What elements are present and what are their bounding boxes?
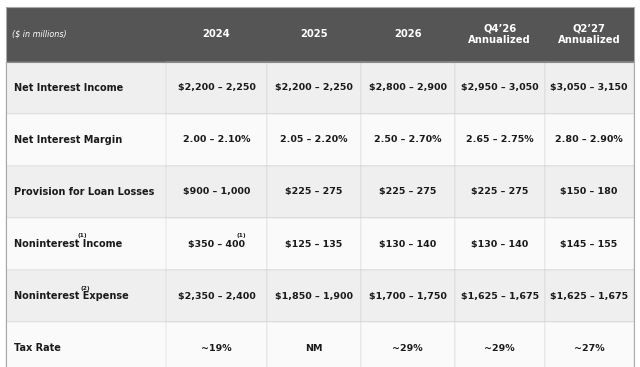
- Bar: [6, 114, 634, 166]
- Bar: [361, 114, 455, 166]
- Bar: [267, 62, 361, 114]
- Text: $125 – 135: $125 – 135: [285, 240, 342, 248]
- Text: $2,200 – 2,250: $2,200 – 2,250: [177, 83, 255, 92]
- Text: $130 – 140: $130 – 140: [379, 240, 436, 248]
- Text: ~29%: ~29%: [484, 344, 515, 353]
- Bar: [545, 114, 634, 166]
- Text: Provision for Loan Losses: Provision for Loan Losses: [14, 187, 154, 197]
- Text: $2,200 – 2,250: $2,200 – 2,250: [275, 83, 353, 92]
- Bar: [361, 218, 455, 270]
- Text: Q4’26
Annualized: Q4’26 Annualized: [468, 24, 531, 45]
- Bar: [455, 7, 545, 62]
- Bar: [545, 7, 634, 62]
- Text: $225 – 275: $225 – 275: [285, 188, 342, 196]
- Text: Net Interest Margin: Net Interest Margin: [14, 135, 122, 145]
- Text: 2.80 – 2.90%: 2.80 – 2.90%: [555, 135, 623, 144]
- Text: 2.50 – 2.70%: 2.50 – 2.70%: [374, 135, 442, 144]
- Text: Net Interest Income: Net Interest Income: [14, 83, 124, 93]
- Bar: [6, 322, 634, 367]
- Bar: [166, 114, 267, 166]
- Bar: [267, 322, 361, 367]
- Text: $130 – 140: $130 – 140: [471, 240, 528, 248]
- Bar: [545, 62, 634, 114]
- Bar: [6, 218, 634, 270]
- Bar: [455, 270, 545, 322]
- Text: $145 – 155: $145 – 155: [561, 240, 618, 248]
- Text: (1): (1): [77, 233, 87, 239]
- Bar: [166, 166, 267, 218]
- Text: $225 – 275: $225 – 275: [471, 188, 529, 196]
- Bar: [545, 218, 634, 270]
- Bar: [455, 166, 545, 218]
- Bar: [267, 7, 361, 62]
- Bar: [545, 270, 634, 322]
- Text: $2,350 – 2,400: $2,350 – 2,400: [178, 292, 255, 301]
- Text: $1,700 – 1,750: $1,700 – 1,750: [369, 292, 447, 301]
- Bar: [267, 166, 361, 218]
- Text: $1,625 – 1,675: $1,625 – 1,675: [461, 292, 539, 301]
- Text: Q2’27
Annualized: Q2’27 Annualized: [557, 24, 620, 45]
- Text: $225 – 275: $225 – 275: [379, 188, 436, 196]
- Bar: [6, 62, 634, 114]
- Text: 2025: 2025: [300, 29, 328, 40]
- Text: Noninterest Income: Noninterest Income: [14, 239, 122, 249]
- Text: $350 – 400: $350 – 400: [188, 240, 245, 248]
- Bar: [6, 270, 634, 322]
- Bar: [455, 62, 545, 114]
- Bar: [166, 322, 267, 367]
- Text: $3,050 – 3,150: $3,050 – 3,150: [550, 83, 628, 92]
- Bar: [455, 218, 545, 270]
- Bar: [455, 322, 545, 367]
- Text: NM: NM: [305, 344, 323, 353]
- Text: ~19%: ~19%: [201, 344, 232, 353]
- Bar: [361, 270, 455, 322]
- Bar: [545, 166, 634, 218]
- Bar: [6, 166, 634, 218]
- Bar: [166, 62, 267, 114]
- Text: 2024: 2024: [203, 29, 230, 40]
- Text: $150 – 180: $150 – 180: [561, 188, 618, 196]
- Bar: [166, 218, 267, 270]
- Bar: [267, 114, 361, 166]
- Bar: [361, 7, 455, 62]
- Bar: [267, 270, 361, 322]
- Bar: [6, 7, 166, 62]
- Text: $2,800 – 2,900: $2,800 – 2,900: [369, 83, 447, 92]
- Text: $1,625 – 1,675: $1,625 – 1,675: [550, 292, 628, 301]
- Bar: [455, 114, 545, 166]
- Bar: [361, 166, 455, 218]
- Text: Tax Rate: Tax Rate: [14, 343, 61, 353]
- Text: (1): (1): [236, 233, 246, 239]
- Text: $2,950 – 3,050: $2,950 – 3,050: [461, 83, 538, 92]
- Text: $900 – 1,000: $900 – 1,000: [183, 188, 250, 196]
- Bar: [545, 322, 634, 367]
- Text: 2026: 2026: [394, 29, 422, 40]
- Text: 2.65 – 2.75%: 2.65 – 2.75%: [466, 135, 534, 144]
- Text: $1,850 – 1,900: $1,850 – 1,900: [275, 292, 353, 301]
- Text: 2.00 – 2.10%: 2.00 – 2.10%: [183, 135, 250, 144]
- Text: ~29%: ~29%: [392, 344, 423, 353]
- Text: ~27%: ~27%: [573, 344, 604, 353]
- Text: (2): (2): [81, 286, 91, 291]
- Text: 2.05 – 2.20%: 2.05 – 2.20%: [280, 135, 348, 144]
- Bar: [166, 7, 267, 62]
- Text: ($ in millions): ($ in millions): [12, 30, 66, 39]
- Bar: [166, 270, 267, 322]
- Text: Noninterest Expense: Noninterest Expense: [14, 291, 129, 301]
- Bar: [361, 62, 455, 114]
- Bar: [361, 322, 455, 367]
- Bar: [267, 218, 361, 270]
